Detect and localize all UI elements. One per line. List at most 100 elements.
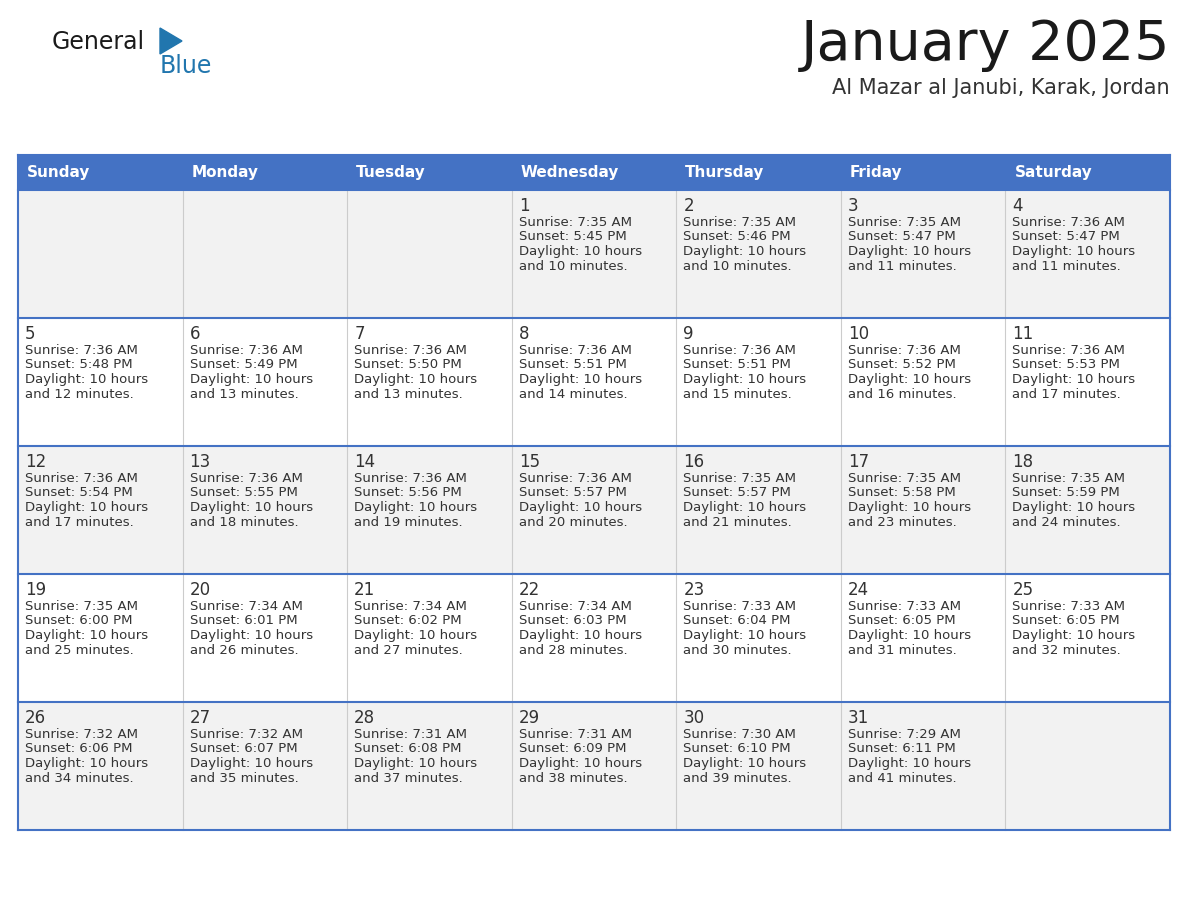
Bar: [841, 702, 1005, 830]
Text: 29: 29: [519, 709, 539, 727]
Text: 15: 15: [519, 453, 539, 471]
Text: and 18 minutes.: and 18 minutes.: [190, 516, 298, 529]
Text: Daylight: 10 hours: Daylight: 10 hours: [190, 373, 312, 386]
Text: Sunrise: 7:36 AM: Sunrise: 7:36 AM: [683, 344, 796, 357]
Text: Daylight: 10 hours: Daylight: 10 hours: [1012, 245, 1136, 258]
Text: Sunset: 6:11 PM: Sunset: 6:11 PM: [848, 743, 955, 756]
Text: Sunrise: 7:33 AM: Sunrise: 7:33 AM: [683, 600, 796, 613]
Text: Daylight: 10 hours: Daylight: 10 hours: [25, 501, 148, 514]
Text: 28: 28: [354, 709, 375, 727]
Text: Sunrise: 7:36 AM: Sunrise: 7:36 AM: [354, 472, 467, 485]
Text: and 11 minutes.: and 11 minutes.: [848, 260, 956, 273]
Bar: [512, 190, 676, 318]
Text: and 17 minutes.: and 17 minutes.: [1012, 387, 1121, 400]
Text: Sunday: Sunday: [27, 165, 90, 180]
Text: 14: 14: [354, 453, 375, 471]
Text: Sunset: 5:45 PM: Sunset: 5:45 PM: [519, 230, 626, 243]
Text: 20: 20: [190, 581, 210, 599]
Text: Sunset: 6:07 PM: Sunset: 6:07 PM: [190, 743, 297, 756]
Text: Daylight: 10 hours: Daylight: 10 hours: [519, 757, 642, 770]
Text: Daylight: 10 hours: Daylight: 10 hours: [354, 501, 478, 514]
Text: 16: 16: [683, 453, 704, 471]
Text: 13: 13: [190, 453, 210, 471]
Text: Daylight: 10 hours: Daylight: 10 hours: [190, 501, 312, 514]
Bar: [1005, 702, 1170, 830]
Text: and 11 minutes.: and 11 minutes.: [1012, 260, 1121, 273]
Text: Sunrise: 7:36 AM: Sunrise: 7:36 AM: [25, 344, 138, 357]
Bar: [347, 446, 512, 574]
Text: Sunset: 5:59 PM: Sunset: 5:59 PM: [1012, 487, 1120, 499]
Bar: [676, 190, 841, 318]
Text: and 34 minutes.: and 34 minutes.: [25, 771, 133, 785]
Bar: [347, 318, 512, 446]
Text: Sunset: 6:05 PM: Sunset: 6:05 PM: [848, 614, 955, 628]
Text: 31: 31: [848, 709, 870, 727]
Text: Daylight: 10 hours: Daylight: 10 hours: [848, 501, 971, 514]
Text: and 32 minutes.: and 32 minutes.: [1012, 644, 1121, 656]
Text: Daylight: 10 hours: Daylight: 10 hours: [848, 629, 971, 642]
Text: Sunrise: 7:35 AM: Sunrise: 7:35 AM: [25, 600, 138, 613]
Text: Daylight: 10 hours: Daylight: 10 hours: [683, 501, 807, 514]
Bar: [347, 155, 512, 190]
Text: and 31 minutes.: and 31 minutes.: [848, 644, 956, 656]
Text: and 41 minutes.: and 41 minutes.: [848, 771, 956, 785]
Text: Sunset: 6:01 PM: Sunset: 6:01 PM: [190, 614, 297, 628]
Text: Sunrise: 7:36 AM: Sunrise: 7:36 AM: [354, 344, 467, 357]
Text: Sunset: 5:46 PM: Sunset: 5:46 PM: [683, 230, 791, 243]
Text: Sunset: 6:00 PM: Sunset: 6:00 PM: [25, 614, 133, 628]
Text: Sunrise: 7:36 AM: Sunrise: 7:36 AM: [1012, 344, 1125, 357]
Text: and 20 minutes.: and 20 minutes.: [519, 516, 627, 529]
Bar: [1005, 446, 1170, 574]
Text: and 10 minutes.: and 10 minutes.: [683, 260, 792, 273]
Text: and 30 minutes.: and 30 minutes.: [683, 644, 792, 656]
Text: Blue: Blue: [160, 54, 213, 78]
Bar: [512, 702, 676, 830]
Text: Sunset: 5:50 PM: Sunset: 5:50 PM: [354, 359, 462, 372]
Text: 17: 17: [848, 453, 868, 471]
Text: Sunset: 6:10 PM: Sunset: 6:10 PM: [683, 743, 791, 756]
Text: Sunset: 5:55 PM: Sunset: 5:55 PM: [190, 487, 297, 499]
Text: Daylight: 10 hours: Daylight: 10 hours: [354, 373, 478, 386]
Text: Daylight: 10 hours: Daylight: 10 hours: [190, 757, 312, 770]
Text: Daylight: 10 hours: Daylight: 10 hours: [25, 629, 148, 642]
Text: 3: 3: [848, 197, 859, 215]
Text: 23: 23: [683, 581, 704, 599]
Text: Sunrise: 7:35 AM: Sunrise: 7:35 AM: [683, 216, 796, 229]
Bar: [18, 318, 183, 446]
Text: Daylight: 10 hours: Daylight: 10 hours: [848, 757, 971, 770]
Text: Daylight: 10 hours: Daylight: 10 hours: [683, 373, 807, 386]
Text: Sunset: 5:48 PM: Sunset: 5:48 PM: [25, 359, 133, 372]
Text: 2: 2: [683, 197, 694, 215]
Text: Daylight: 10 hours: Daylight: 10 hours: [25, 757, 148, 770]
Text: Sunrise: 7:36 AM: Sunrise: 7:36 AM: [190, 344, 303, 357]
Bar: [18, 574, 183, 702]
Text: and 13 minutes.: and 13 minutes.: [354, 387, 463, 400]
Text: Sunrise: 7:36 AM: Sunrise: 7:36 AM: [190, 472, 303, 485]
Text: Daylight: 10 hours: Daylight: 10 hours: [848, 245, 971, 258]
Text: Wednesday: Wednesday: [520, 165, 619, 180]
Text: and 21 minutes.: and 21 minutes.: [683, 516, 792, 529]
Text: Sunrise: 7:35 AM: Sunrise: 7:35 AM: [519, 216, 632, 229]
Bar: [676, 318, 841, 446]
Text: Thursday: Thursday: [685, 165, 765, 180]
Text: and 19 minutes.: and 19 minutes.: [354, 516, 463, 529]
Text: Friday: Friday: [849, 165, 903, 180]
Text: Sunset: 6:09 PM: Sunset: 6:09 PM: [519, 743, 626, 756]
Bar: [18, 446, 183, 574]
Text: January 2025: January 2025: [801, 18, 1170, 72]
Text: 4: 4: [1012, 197, 1023, 215]
Bar: [676, 155, 841, 190]
Text: 10: 10: [848, 325, 868, 343]
Text: Sunrise: 7:36 AM: Sunrise: 7:36 AM: [519, 472, 632, 485]
Text: 24: 24: [848, 581, 868, 599]
Text: Sunrise: 7:35 AM: Sunrise: 7:35 AM: [848, 216, 961, 229]
Bar: [676, 446, 841, 574]
Text: Daylight: 10 hours: Daylight: 10 hours: [1012, 629, 1136, 642]
Text: Al Mazar al Janubi, Karak, Jordan: Al Mazar al Janubi, Karak, Jordan: [833, 78, 1170, 98]
Text: Sunrise: 7:29 AM: Sunrise: 7:29 AM: [848, 728, 961, 741]
Bar: [18, 702, 183, 830]
Text: Sunset: 5:58 PM: Sunset: 5:58 PM: [848, 487, 955, 499]
Bar: [841, 318, 1005, 446]
Text: and 24 minutes.: and 24 minutes.: [1012, 516, 1121, 529]
Text: and 13 minutes.: and 13 minutes.: [190, 387, 298, 400]
